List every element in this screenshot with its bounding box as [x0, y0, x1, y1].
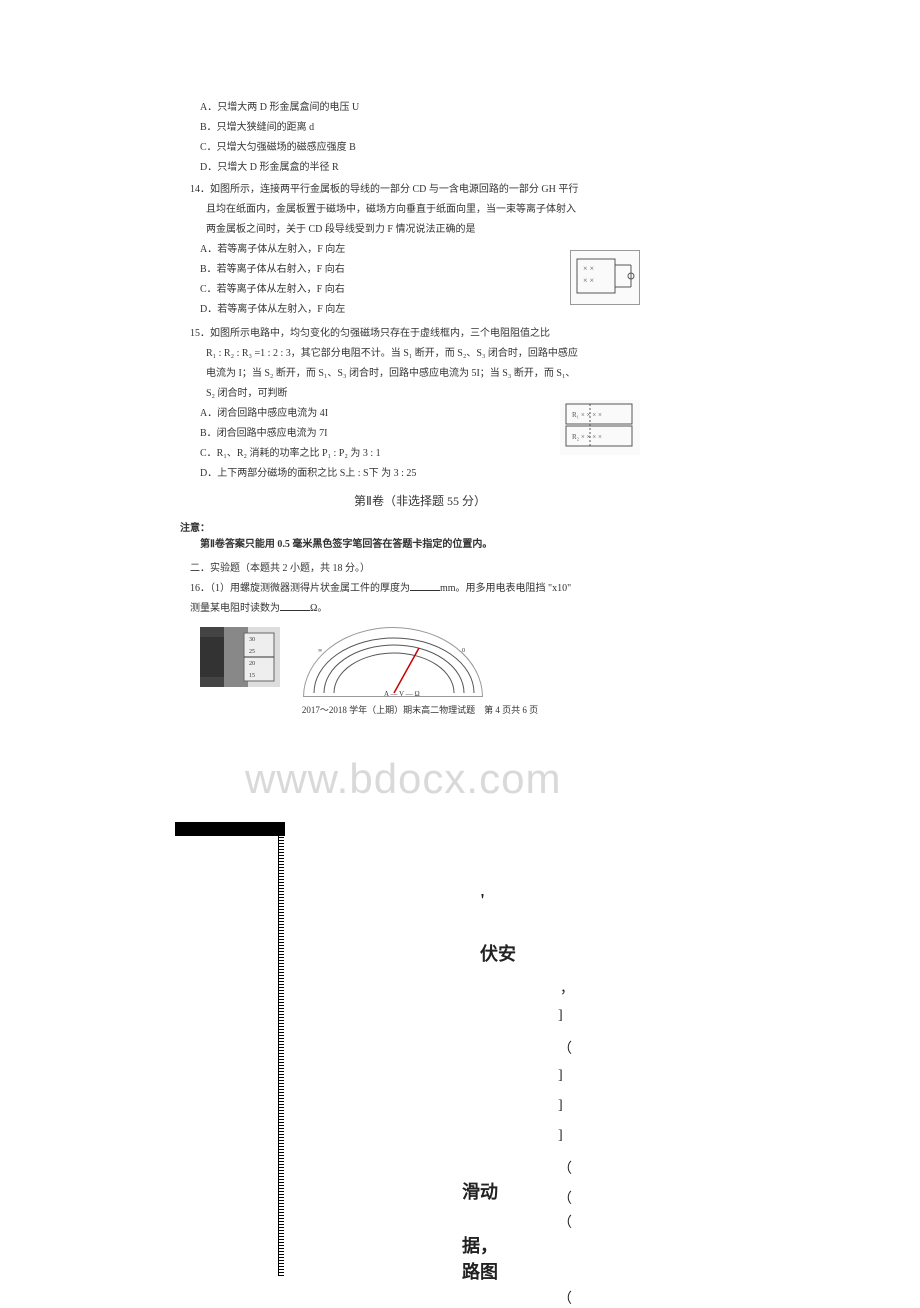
q13-option-b: B．只增大狭缝间的距离 d: [200, 120, 660, 136]
svg-text:15: 15: [249, 673, 255, 679]
q13-option-a: A．只增大两 D 形金属盒间的电压 U: [200, 100, 660, 116]
q15-figure: R₁ × × × × R₂ × × × ×: [560, 400, 640, 455]
blank-thickness: [410, 581, 440, 591]
frag-dot-2: ，: [560, 978, 574, 998]
page-footer: 2017～2018 学年（上期）期末高二物理试题 第 4 页共 6 页: [180, 703, 660, 717]
q14-stem-3: 两金属板之间时，关于 CD 段导线受到力 F 情况说法正确的是: [206, 222, 660, 238]
q13-option-c: C．只增大匀强磁场的磁感应强度 B: [200, 140, 660, 156]
part2-title: 二．实验题（本题共 2 小题，共 18 分。）: [190, 561, 660, 577]
q16-line2b: Ω。: [310, 603, 327, 614]
blank-resistance: [280, 601, 310, 611]
note-body: 第Ⅱ卷答案只能用 0.5 毫米黑色签字笔回答在答题卡指定的位置内。: [200, 537, 660, 553]
q15-option-d: D．上下两部分磁场的面积之比 S上 : S下 为 3 : 25: [200, 466, 660, 482]
frag-b8: （: [558, 1212, 572, 1232]
svg-text:25: 25: [249, 649, 255, 655]
note-label: 注意：: [180, 521, 660, 537]
frag-b7: （: [558, 1188, 572, 1208]
q14-figure: × × × ×: [570, 250, 640, 305]
q15-stem-3: 电流为 I；当 S₂ 断开，而 S₁、S₃ 闭合时，回路中感应电流为 5I；当 …: [206, 366, 660, 382]
svg-text:A — V — Ω: A — V — Ω: [384, 690, 420, 698]
frag-b1: ]: [558, 1008, 563, 1024]
q16-line2a: 测量某电阻时读数为: [190, 603, 280, 614]
frag-ju: 据，: [462, 1232, 498, 1258]
ohm-dial-figure: A — V — Ω ∞ 0: [303, 627, 483, 697]
frag-b5: ]: [558, 1128, 563, 1144]
svg-text:30: 30: [249, 637, 255, 643]
frag-b3: ]: [558, 1068, 563, 1084]
svg-text:∞: ∞: [318, 648, 322, 654]
instrument-row: 30 25 20 15 A — V — Ω ∞ 0: [200, 627, 660, 697]
svg-text:20: 20: [249, 661, 255, 667]
section-2-title: 第Ⅱ卷（非选择题 55 分）: [180, 492, 660, 511]
frag-b9: （: [558, 1288, 572, 1308]
svg-text:× ×: × ×: [583, 264, 594, 273]
svg-text:× ×: × ×: [583, 276, 594, 285]
black-strip: [175, 822, 285, 836]
frag-huadong: 滑动: [462, 1178, 498, 1204]
q13-option-d: D．只增大 D 形金属盒的半径 R: [200, 160, 660, 176]
micrometer-figure: 30 25 20 15: [200, 627, 280, 687]
svg-text:0: 0: [462, 648, 465, 654]
vertical-rule: [278, 836, 284, 1276]
dial-icon: A — V — Ω ∞ 0: [304, 628, 484, 698]
frag-b4: ]: [558, 1098, 563, 1114]
frag-lutu: 路图: [462, 1258, 498, 1284]
svg-text:R₁ × × × ×: R₁ × × × ×: [572, 411, 602, 419]
frag-b2: （: [558, 1038, 572, 1058]
q16-line1a: 16．（1）用螺旋测微器测得片状金属工件的厚度为: [190, 583, 410, 594]
q16-line1b: mm。用多用电表电阻挡 "x10": [440, 583, 571, 594]
micrometer-icon: 30 25 20 15: [200, 627, 280, 687]
q16-line2: 测量某电阻时读数为 Ω。: [190, 601, 660, 617]
circuit-icon: × × × ×: [571, 251, 641, 306]
circuit2-icon: R₁ × × × × R₂ × × × ×: [560, 400, 640, 455]
frag-dot-1: ': [480, 890, 498, 911]
q15-stem-1: 15．如图所示电路中，均匀变化的匀强磁场只存在于虚线框内，三个电阻阻值之比: [190, 326, 660, 342]
frag-b6: （: [558, 1158, 572, 1178]
svg-text:R₂ × × × ×: R₂ × × × ×: [572, 433, 602, 441]
q14-stem-1: 14．如图所示，连接两平行金属板的导线的一部分 CD 与一含电源回路的一部分 G…: [190, 182, 660, 198]
q16-line1: 16．（1）用螺旋测微器测得片状金属工件的厚度为 mm。用多用电表电阻挡 "x10…: [190, 581, 660, 597]
exam-page: A．只增大两 D 形金属盒间的电压 U B．只增大狭缝间的距离 d C．只增大匀…: [180, 100, 660, 718]
q15-stem-2: R₁ : R₂ : R₃ =1 : 2 : 3，其它部分电阻不计。当 S₁ 断开…: [206, 346, 660, 362]
frag-fua: 伏安: [480, 940, 516, 966]
q14-stem-2: 且均在纸面内，金属板置于磁场中，磁场方向垂直于纸面向里，当一束等离子体射入: [206, 202, 660, 218]
watermark-text: www.bdocx.com: [245, 755, 561, 803]
